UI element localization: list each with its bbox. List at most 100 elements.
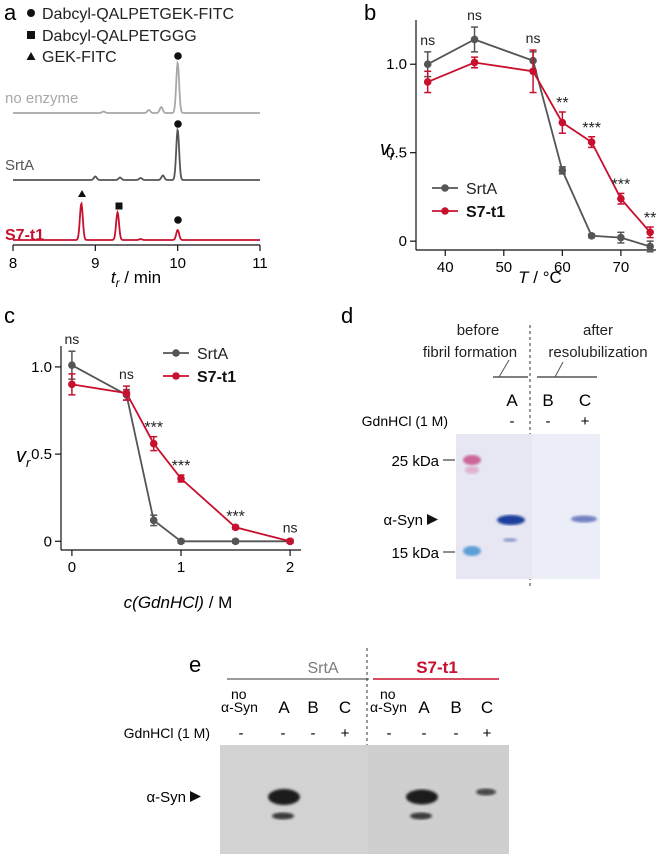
panel-c-legend-marker [172,349,180,357]
panel-c-y-tick-label: 0.5 [31,446,52,463]
gdn-sign-e-s7t1-2: - [422,725,427,742]
no-syn-label-srta-1: no [231,686,247,702]
panel-b: b 40 50 60 7000.51.0nsnsns**********SrtAS7-… [364,0,656,287]
lane-e-srta-c: C [339,698,351,717]
no-syn-label-srta-2: α-Syn [221,699,258,715]
marker-band-25kda-tail [465,466,479,474]
lane-label-c: C [579,391,591,410]
lane-label-a: A [506,391,518,410]
panel-b-x-tick-label: 50 [495,259,512,276]
panel-c-x-tick-label: 0 [68,559,76,576]
panel-b-series-s7t1-point [470,58,479,67]
gdn-sign-e-srta-2: - [281,725,286,742]
gel-d-right-section [532,434,600,579]
panel-c-series-srta-line [71,364,291,543]
legend-square-marker [27,31,35,39]
panel-b-series-srta-point [470,35,479,44]
no-syn-label-s7t1-1: no [380,686,396,702]
peak-marker-circle-s7t1 [174,216,182,224]
band-arrow-d [427,514,438,525]
gdn-sign-e-srta-4: + [341,725,350,742]
header-before-line2: fibril formation [423,344,517,361]
panel-c-significance-label: ns [119,366,134,382]
panel-b-series-srta-point [617,233,625,242]
panel-b-series-srta-line [427,38,651,248]
lane-label-b: B [542,391,553,410]
panel-a: a Dabcyl-QALPETGEK-FITC Dabcyl-QALPETGGG… [4,0,268,290]
gdn-sign-e-s7t1-4: + [483,725,492,742]
header-before-line1: before [457,322,500,339]
panel-c-x-tick-label: 2 [286,559,294,576]
panel-b-significance-label: ** [644,210,656,227]
gdn-sign-c: + [581,413,590,430]
trace-srta [13,127,260,181]
panel-b-series-srta-point [646,242,654,251]
panel-d: d before fibril formation after resolubi… [341,303,648,586]
panel-b-significance-label: ns [526,30,541,46]
header-before-pointer [498,359,510,378]
header-after-pointer [554,361,564,378]
panel-b-y-label: vr [380,138,395,163]
legend-triangle-marker [26,52,36,60]
panel-c-significance-label: *** [172,458,191,475]
panel-b-significance-label: *** [582,120,601,137]
gdn-sign-e-s7t1-3: - [454,725,459,742]
panel-b-series-s7t1-point [423,78,432,86]
panel-c-series-s7t1-point [286,537,294,546]
gdn-label-e: GdnHCl (1 M) [124,725,210,741]
panel-b-x-tick-label: 60 [554,259,571,276]
panel-b-series-s7t1-line [427,61,651,233]
panel-b-legend-marker [441,184,449,192]
panel-d-letter: d [341,303,353,328]
lane-e-srta-b: B [307,698,318,717]
gdn-sign-a: - [510,413,515,430]
lane-e-srta-a: A [278,698,290,717]
blot-band-srta-a-lower [272,812,294,820]
panel-c-significance-label: ns [283,520,298,536]
panel-b-significance-label: ns [420,32,435,48]
panel-c-series-s7t1-line [71,383,291,543]
panel-c-y-tick-label: 0 [44,533,52,550]
band-label-alpha-syn-e: α-Syn [146,789,186,806]
panel-c-y-label: vr [16,445,31,470]
panel-a-x-tick-label: 9 [91,255,99,272]
panel-c-series-s7t1-point [177,474,185,483]
trace-label-srta: SrtA [5,157,34,174]
legend-circle-marker [27,9,35,17]
panel-b-y-tick-label: 0.5 [386,145,407,162]
gdn-label-d: GdnHCl (1 M) [362,413,448,429]
band-arrow-e [190,791,201,802]
blot-e-right-section [368,745,509,854]
panel-a-x-ticks: 8 9 10 11 [9,245,268,272]
trace-label-s7t1: S7-t1 [5,227,44,244]
header-after-line1: after [583,322,613,339]
blot-band-s7t1-a [406,789,438,805]
panel-c-plot: 0 1 2 0 0.5 1.0 ns ns *** *** *** ns SrtA S7-t1 [31,331,301,576]
group-label-s7t1: S7-t1 [416,658,458,677]
panel-a-x-tick-label: 8 [9,255,17,272]
trace-s7t1 [13,201,260,241]
panel-b-series-s7t1-point [617,194,625,203]
panel-c-x-tick-label: 1 [177,559,185,576]
panel-a-x-label: tr / min [111,268,161,290]
header-after-line2: resolubilization [548,344,647,361]
panel-a-x-tick-label: 11 [252,255,268,272]
marker-label-25kda: 25 kDa [391,453,439,470]
band-alpha-syn-lane-c [571,515,597,523]
marker-band-25kda [463,455,481,465]
gdn-sign-b: - [546,413,551,430]
panel-b-y-tick-label: 0 [399,233,407,250]
panel-c-legend-label: S7-t1 [197,369,236,386]
lane-e-s7t1-b: B [450,698,461,717]
panel-c-significance-label: ns [65,331,80,347]
trace-no-enzyme [13,60,260,114]
panel-b-y-tick-label: 1.0 [386,56,407,73]
panel-b-significance-label: ** [556,95,568,112]
panel-c-letter: c [4,303,15,328]
panel-e: e SrtA S7-t1 no α-Syn A B C no α-Syn A B… [124,648,509,854]
panel-c-series-srta-point [231,537,240,546]
panel-b-series-srta-point [587,232,596,240]
band-alpha-syn-lane-a [497,515,525,525]
